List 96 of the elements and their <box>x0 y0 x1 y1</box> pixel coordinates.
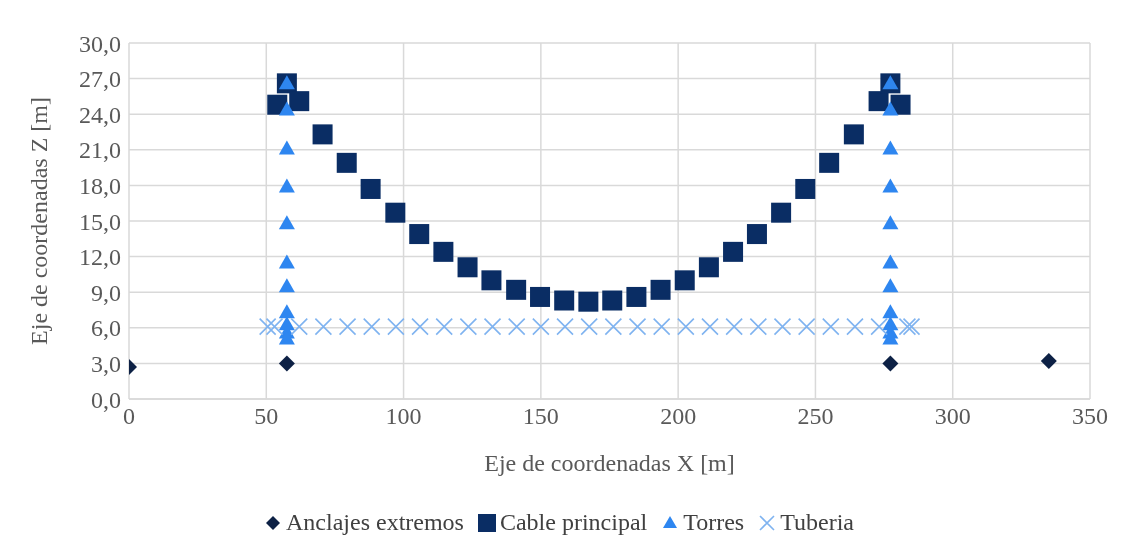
point <box>846 317 864 336</box>
legend-label: Torres <box>683 509 745 536</box>
y-tick-label: 12,0 <box>79 244 121 271</box>
point <box>677 317 695 336</box>
x-tick-label: 300 <box>934 403 971 430</box>
point <box>578 291 599 312</box>
point <box>868 91 889 112</box>
y-axis-title: Eje de coordenadas Z [m] <box>25 97 52 345</box>
point <box>278 215 295 230</box>
point <box>457 257 478 278</box>
point <box>312 124 333 145</box>
point <box>360 178 381 199</box>
x-tick-label: 50 <box>254 403 279 430</box>
point <box>628 317 647 336</box>
point <box>602 290 623 311</box>
point <box>278 254 295 269</box>
point <box>746 224 767 245</box>
point <box>278 178 295 193</box>
point <box>507 317 526 336</box>
point <box>882 140 899 155</box>
point <box>674 270 695 291</box>
y-tick-label: 15,0 <box>79 208 121 235</box>
x-tick-label: 150 <box>522 403 559 430</box>
point <box>554 290 575 311</box>
point <box>336 152 357 173</box>
y-tick-label: 0,0 <box>91 386 121 413</box>
y-tick-label: 21,0 <box>79 137 121 164</box>
y-tick-label: 30,0 <box>79 30 121 57</box>
x-tick-label: 0 <box>123 403 135 430</box>
point <box>481 270 502 291</box>
point <box>701 317 719 336</box>
point <box>314 317 333 336</box>
point <box>387 317 405 336</box>
point <box>385 202 406 223</box>
point <box>289 91 310 112</box>
legend-label: Tuberia <box>780 509 854 536</box>
point <box>290 317 309 336</box>
point <box>278 355 295 372</box>
y-tick-label: 9,0 <box>91 279 121 306</box>
y-tick-label: 18,0 <box>79 172 121 199</box>
point <box>604 317 623 336</box>
point <box>278 278 295 293</box>
point <box>338 317 357 336</box>
legend-label: Anclajes extremos <box>286 509 464 536</box>
point <box>870 317 888 336</box>
point <box>362 317 381 336</box>
point <box>278 101 295 116</box>
point <box>882 254 899 269</box>
point <box>723 241 744 262</box>
point <box>797 317 816 336</box>
point <box>882 101 899 116</box>
x-tick-label: 200 <box>660 403 697 430</box>
point <box>795 178 816 199</box>
point <box>650 279 671 300</box>
point <box>882 278 899 293</box>
point <box>435 317 454 336</box>
point <box>409 224 430 245</box>
point <box>843 124 864 145</box>
y-tick-label: 3,0 <box>91 350 121 377</box>
point <box>556 317 574 336</box>
y-tick-label: 27,0 <box>79 66 121 93</box>
point <box>278 304 295 319</box>
legend-label: Cable principal <box>499 509 648 536</box>
x-tick-label: 100 <box>385 403 422 430</box>
point <box>1040 353 1057 370</box>
x-tick-label: 350 <box>1072 403 1108 430</box>
point <box>771 202 792 223</box>
point <box>626 286 647 307</box>
point <box>483 317 502 336</box>
point <box>902 317 921 336</box>
x-tick-label: 250 <box>797 403 834 430</box>
point <box>580 317 598 336</box>
y-tick-label: 6,0 <box>91 315 121 342</box>
point <box>882 178 899 193</box>
point <box>532 317 550 336</box>
point <box>882 304 899 319</box>
point <box>459 317 478 336</box>
x-axis-title: Eje de coordenadas X [m] <box>484 450 735 476</box>
point <box>882 215 899 230</box>
point <box>652 317 671 336</box>
point <box>819 152 840 173</box>
point <box>749 317 768 336</box>
point <box>698 257 719 278</box>
point <box>773 317 792 336</box>
point <box>725 317 743 336</box>
point <box>258 317 277 336</box>
point <box>433 241 454 262</box>
point <box>411 317 429 336</box>
point <box>278 140 295 155</box>
y-tick-label: 24,0 <box>79 101 121 128</box>
point <box>530 286 551 307</box>
point <box>882 355 899 372</box>
point <box>265 317 284 336</box>
point <box>898 317 917 336</box>
point <box>506 279 527 300</box>
point <box>822 317 840 336</box>
